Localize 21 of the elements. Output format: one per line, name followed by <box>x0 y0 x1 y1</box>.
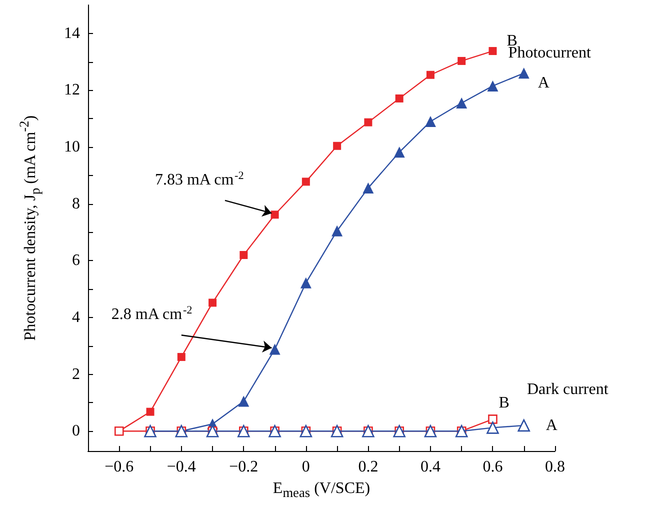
x-tick-label: 0.8 <box>545 458 565 476</box>
y-tick-label: 10 <box>64 138 80 156</box>
annotation: Dark current <box>526 380 609 398</box>
y-tick-label: 2 <box>72 366 80 383</box>
series-label: A <box>546 416 558 434</box>
x-tick-label: 0.2 <box>358 458 378 476</box>
x-tick-label: 0.6 <box>482 458 503 476</box>
y-tick-label: 6 <box>72 252 80 270</box>
series-label: B <box>498 394 510 412</box>
series-label: A <box>538 74 550 92</box>
x-tick-label: −0.2 <box>229 458 258 476</box>
x-tick-label: −0.6 <box>104 458 134 476</box>
y-tick-label: 12 <box>64 82 80 99</box>
y-tick-label: 0 <box>72 422 80 440</box>
x-tick-label: −0.4 <box>166 458 196 476</box>
x-tick-label: 0.4 <box>420 458 440 476</box>
x-axis-title: E$_{meas}$ (V/SCE) <box>272 480 370 502</box>
x-tick-label: 0 <box>302 458 310 476</box>
y-tick-label: 4 <box>72 308 80 326</box>
y-tick-label: 14 <box>64 24 80 42</box>
y-tick-label: 8 <box>72 195 80 212</box>
